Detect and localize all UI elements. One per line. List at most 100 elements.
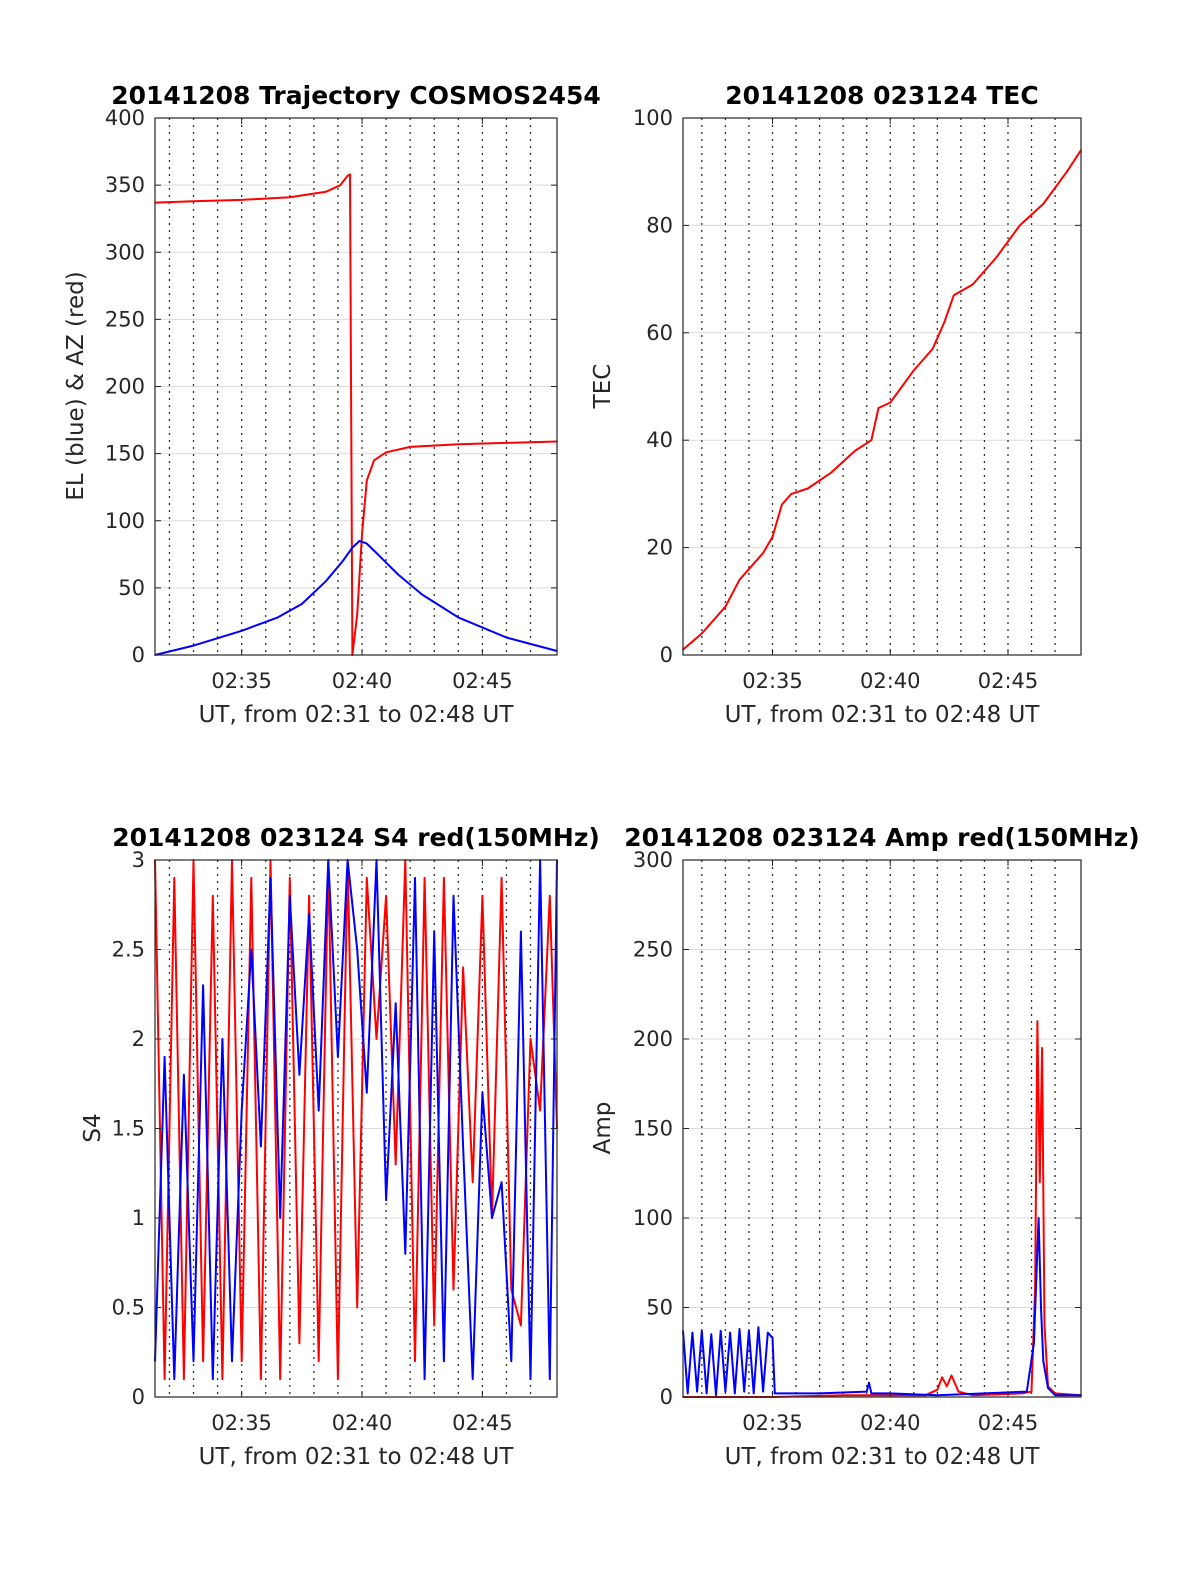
data-point [301, 603, 303, 605]
y-tick-label: 250 [105, 307, 145, 331]
data-point [221, 1038, 224, 1040]
data-point [549, 1378, 551, 1380]
data-point [529, 1378, 532, 1380]
data-point [767, 1331, 769, 1334]
y-tick-label: 1.5 [112, 1117, 145, 1141]
data-point [375, 1038, 378, 1040]
y-tick-label: 1 [132, 1206, 145, 1230]
x-axis-label: UT, from 02:31 to 02:48 UT [725, 702, 1041, 728]
data-point [738, 579, 741, 581]
x-tick-label: 02:45 [978, 1411, 1039, 1435]
data-point [500, 877, 503, 879]
y-tick-label: 350 [105, 173, 145, 197]
data-point [457, 443, 460, 446]
data-point [790, 493, 793, 495]
x-ticks: 02:35 02:40 02:45 [742, 860, 1038, 1435]
data-point [781, 503, 783, 506]
data-point [308, 895, 310, 897]
data-point [818, 1392, 821, 1395]
data-point [279, 1217, 282, 1219]
data-point [762, 552, 764, 554]
data-point [724, 605, 727, 608]
data-point [757, 1326, 760, 1328]
data-point [260, 1145, 262, 1148]
data-point [462, 966, 464, 969]
y-tick-label: 2 [132, 1027, 145, 1051]
y-tick-label: 300 [105, 240, 145, 264]
data-point [443, 1360, 445, 1362]
x-axis-label: UT, from 02:31 to 02:48 UT [199, 702, 515, 728]
x-tick-label: 02:40 [332, 1411, 393, 1435]
data-point [433, 1324, 436, 1327]
series-lines [154, 859, 558, 1381]
data-point [356, 613, 359, 616]
y-ticks: 0 0.5 1 1.5 2 2.5 3 [112, 848, 557, 1409]
data-point [471, 1181, 474, 1183]
data-point [183, 1378, 185, 1380]
data-point [366, 1091, 368, 1094]
data-point [719, 1330, 722, 1332]
x-tick-label: 02:45 [452, 1411, 513, 1435]
x-ticks: 02:35 02:40 02:45 [211, 118, 513, 693]
y-tick-label: 0 [132, 643, 145, 667]
data-point [1042, 1360, 1045, 1362]
y-tick-label: 0 [660, 1385, 673, 1409]
y-tick-label: 0.5 [112, 1296, 145, 1320]
data-point [1021, 1392, 1023, 1395]
x-tick-label: 02:45 [978, 669, 1039, 693]
x-axis-label: UT, from 02:31 to 02:48 UT [725, 1444, 1041, 1470]
data-point [339, 184, 342, 186]
chart-amp: 0 50 100 150 200 250 300 02:35 02:40 02:45 20141… [590, 823, 1140, 1470]
data-point [325, 191, 327, 193]
data-point [734, 1392, 736, 1395]
data-point [1019, 224, 1021, 227]
data-point [373, 459, 375, 462]
y-tick-label: 100 [105, 509, 145, 533]
data-point [854, 450, 856, 452]
data-point [375, 552, 378, 554]
y-tick-label: 100 [633, 1206, 673, 1230]
data-point [163, 1056, 166, 1058]
y-ticks: 0 50 100 150 200 250 300 350 400 [105, 106, 557, 667]
data-point [762, 1390, 764, 1393]
data-point [404, 1253, 407, 1255]
data-point [752, 562, 755, 565]
data-point [842, 1394, 844, 1396]
data-point [481, 895, 484, 897]
data-point [481, 1091, 484, 1094]
data-point [452, 1288, 455, 1291]
data-point [457, 616, 460, 619]
data-point [308, 912, 310, 915]
data-point [325, 580, 327, 582]
data-point [865, 1390, 868, 1393]
data-point [231, 1360, 233, 1362]
y-axis-label: TEC [590, 364, 616, 410]
data-point [385, 1199, 387, 1201]
data-point [1033, 1342, 1035, 1345]
data-point [183, 1074, 185, 1076]
data-point [1037, 1217, 1040, 1219]
y-tick-label: 100 [633, 106, 673, 130]
data-point [269, 877, 272, 879]
data-point [356, 1306, 359, 1309]
data-point [549, 895, 551, 897]
data-point [173, 877, 176, 879]
data-point [950, 1374, 953, 1377]
data-point [443, 877, 445, 879]
data-point [423, 877, 426, 879]
x-tick-label: 02:40 [860, 669, 921, 693]
data-point [830, 471, 833, 474]
data-point [957, 1390, 960, 1393]
data-point [337, 1378, 339, 1380]
data-point [366, 479, 368, 482]
y-tick-label: 400 [105, 106, 145, 130]
series-line-red [154, 173, 558, 656]
data-point [289, 196, 291, 198]
data-point [250, 877, 253, 879]
data-point [870, 1392, 873, 1395]
data-point [771, 1337, 774, 1339]
data-point [686, 1392, 689, 1395]
data-point [491, 1217, 493, 1219]
data-point [936, 1394, 939, 1396]
